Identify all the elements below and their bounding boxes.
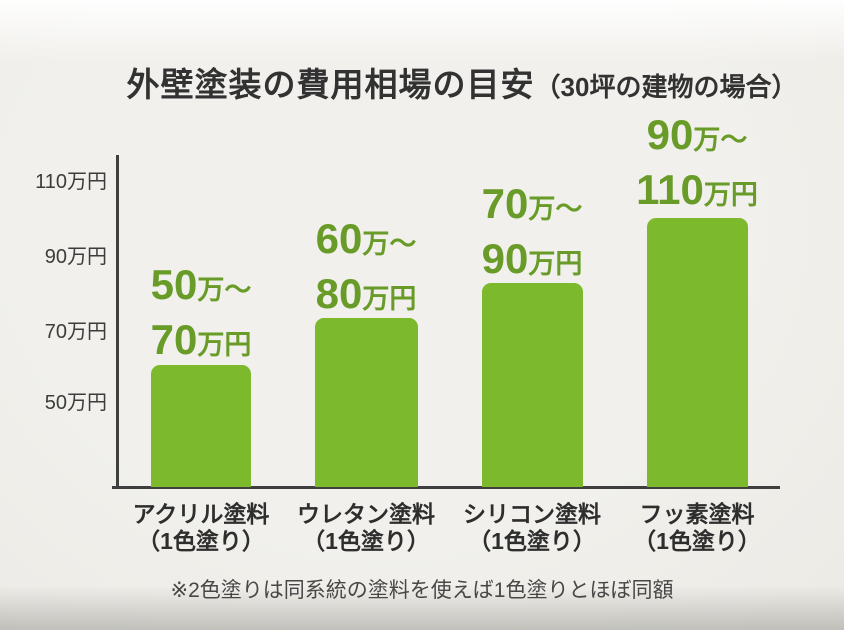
range-max-value: 90 (481, 235, 529, 282)
range-max-suffix: 万円 (197, 330, 252, 360)
category-name: フッ素塗料 (639, 501, 755, 527)
range-max-suffix: 万円 (528, 249, 583, 279)
category-label-silicone: シリコン塗料 （1色塗り） (422, 501, 642, 555)
range-max-suffix: 万円 (362, 284, 417, 314)
value-label-line2: 90万円 (427, 236, 637, 291)
value-label-silicone: 70万〜 90万円 (427, 181, 637, 291)
y-tick-110: 110万円 (35, 171, 107, 193)
range-min-suffix: 万〜 (197, 275, 252, 305)
range-min-suffix: 万〜 (693, 125, 748, 155)
y-tick-50: 50万円 (44, 392, 107, 414)
value-label-line1: 70万〜 (427, 181, 637, 236)
range-max-suffix: 万円 (703, 180, 758, 210)
range-min-suffix: 万〜 (528, 194, 583, 224)
category-note: （1色塗り） (137, 528, 265, 554)
bar-silicone (482, 283, 583, 487)
value-label-acrylic: 50万〜 70万円 (96, 262, 306, 372)
value-label-fluorine: 90万〜 110万円 (592, 112, 802, 222)
chart-title-main: 外壁塗装の費用相場の目安 (126, 66, 535, 103)
value-label-line1: 50万〜 (96, 262, 306, 317)
value-label-line2: 110万円 (592, 167, 802, 222)
range-max-value: 80 (315, 270, 363, 317)
category-name: シリコン塗料 (463, 501, 601, 527)
range-min-value: 90 (646, 111, 694, 158)
value-label-line2: 70万円 (96, 317, 306, 372)
bar-acrylic (151, 365, 251, 487)
bar-urethane (315, 318, 418, 487)
y-tick-70: 70万円 (44, 321, 107, 343)
value-label-line1: 60万〜 (261, 216, 471, 271)
category-label-urethane: ウレタン塗料 （1色塗り） (256, 501, 476, 555)
chart-title: 外壁塗装の費用相場の目安（30坪の建物の場合） (90, 58, 834, 106)
category-name: アクリル塗料 (132, 501, 270, 527)
category-note: （1色塗り） (468, 528, 596, 554)
y-tick-90: 90万円 (44, 246, 107, 268)
range-min-value: 70 (481, 180, 529, 227)
range-min-value: 50 (150, 261, 198, 308)
bar-fluorine (647, 218, 748, 487)
category-label-fluorine: フッ素塗料 （1色塗り） (587, 501, 807, 555)
chart-title-sub: （30坪の建物の場合） (534, 72, 798, 102)
y-axis-line (116, 155, 119, 489)
range-min-suffix: 万〜 (362, 229, 417, 259)
value-label-line2: 80万円 (261, 271, 471, 326)
value-label-urethane: 60万〜 80万円 (261, 216, 471, 326)
category-note: （1色塗り） (633, 528, 761, 554)
value-label-line1: 90万〜 (592, 112, 802, 167)
category-note: （1色塗り） (302, 528, 430, 554)
category-label-acrylic: アクリル塗料 （1色塗り） (91, 501, 311, 555)
footnote: ※2色塗りは同系統の塗料を使えば1色塗りとほぼ同額 (170, 579, 674, 602)
range-max-value: 110 (636, 166, 704, 213)
x-axis-line (112, 486, 780, 489)
range-max-value: 70 (150, 316, 198, 363)
range-min-value: 60 (315, 215, 363, 262)
category-name: ウレタン塗料 (297, 501, 435, 527)
